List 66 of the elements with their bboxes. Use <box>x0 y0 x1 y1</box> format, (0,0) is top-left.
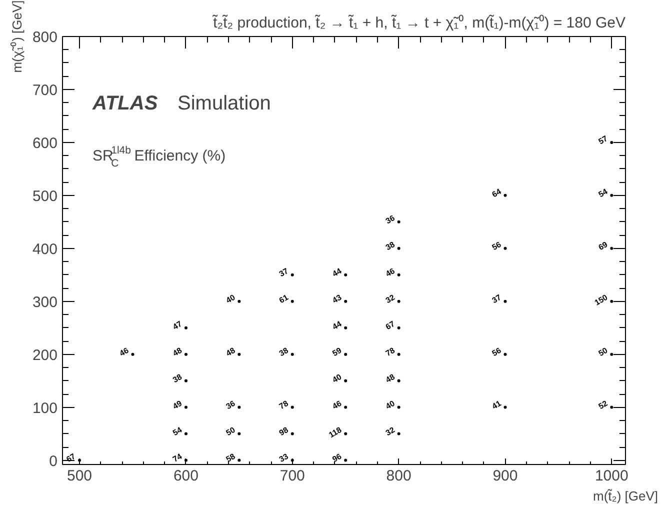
annotation: 67 <box>384 319 397 332</box>
annotation: 50 <box>224 425 238 438</box>
y-tick-label: 300 <box>32 294 58 311</box>
annotation: 48 <box>384 372 397 385</box>
y-tick-label: 0 <box>49 452 58 470</box>
annotation: 38 <box>171 372 184 385</box>
annotation: 69 <box>596 240 610 252</box>
annotation: 59 <box>330 346 344 358</box>
annotation: ATLAS <box>92 92 158 114</box>
annotation: 50 <box>596 346 610 358</box>
annotation: 40 <box>224 292 238 306</box>
y-tick-label: 500 <box>32 188 58 205</box>
annotation: 54 <box>171 425 184 438</box>
x-tick-label: 600 <box>173 468 198 484</box>
annotation: 64 <box>490 186 504 200</box>
annotation: Simulation <box>178 92 271 114</box>
annotation: 46 <box>118 346 131 358</box>
annotation: 52 <box>596 398 610 412</box>
y-tick-label: 400 <box>32 240 58 258</box>
annotation: 49 <box>171 398 184 412</box>
annotation: 118 <box>327 425 344 440</box>
annotation: 78 <box>384 346 397 358</box>
annotation: 44 <box>330 266 344 279</box>
annotation: 33 <box>278 452 290 464</box>
x-tick-label: 800 <box>386 468 412 484</box>
annotation: 37 <box>490 292 504 306</box>
annotation: 54 <box>596 186 610 200</box>
annotation: 38 <box>384 240 397 252</box>
annotation: 40 <box>384 398 397 412</box>
annotation: 46 <box>384 266 397 279</box>
annotation: 56 <box>490 240 504 252</box>
annotation: 32 <box>384 425 397 438</box>
x-tick-label: 700 <box>280 468 305 484</box>
x-tick-label: 500 <box>67 468 92 484</box>
x-tick-label: 900 <box>492 468 518 484</box>
y-tick-label: 800 <box>32 29 58 46</box>
annotation: 78 <box>278 398 290 412</box>
annotation: 150 <box>593 292 610 308</box>
annotation: 37 <box>278 266 290 279</box>
annotation: 36 <box>384 213 397 226</box>
y-axis-title: m(χ̃₁⁰) [GeV] <box>9 0 24 73</box>
annotation: 48 <box>224 346 238 358</box>
y-tick-label: 700 <box>32 82 58 99</box>
annotation: 58 <box>224 452 238 464</box>
annotation: 41 <box>490 398 504 412</box>
chart-title: t̃₂t̃₂ production, t̃₂ → t̃₁ + h, t̃₁ → t + χ̃₁⁰, m(t̃₁)-m(χ̃₁⁰) = 180 GeV <box>212 14 626 32</box>
annotation: 32 <box>384 292 397 306</box>
annotation: 47 <box>171 319 184 332</box>
y-tick-label: 600 <box>32 134 58 152</box>
annotation: 40 <box>330 372 344 385</box>
y-tick-label: 100 <box>32 400 58 417</box>
annotation: 36 <box>224 398 238 412</box>
annotation: 57 <box>596 134 610 146</box>
annotation: 56 <box>490 346 504 358</box>
x-tick-label: 1000 <box>594 468 628 484</box>
annotation: 61 <box>278 292 290 306</box>
annotation: 74 <box>171 452 184 464</box>
annotation: 44 <box>330 319 344 332</box>
annotation: 43 <box>330 292 344 306</box>
y-tick-label: 200 <box>32 346 58 364</box>
annotation: 96 <box>330 452 344 464</box>
annotation: 38 <box>278 346 290 358</box>
x-axis-title: m(t̃₂) [GeV] <box>593 488 658 504</box>
annotation: 98 <box>278 425 290 438</box>
annotation: 46 <box>330 398 344 412</box>
annotation: 48 <box>171 346 184 358</box>
